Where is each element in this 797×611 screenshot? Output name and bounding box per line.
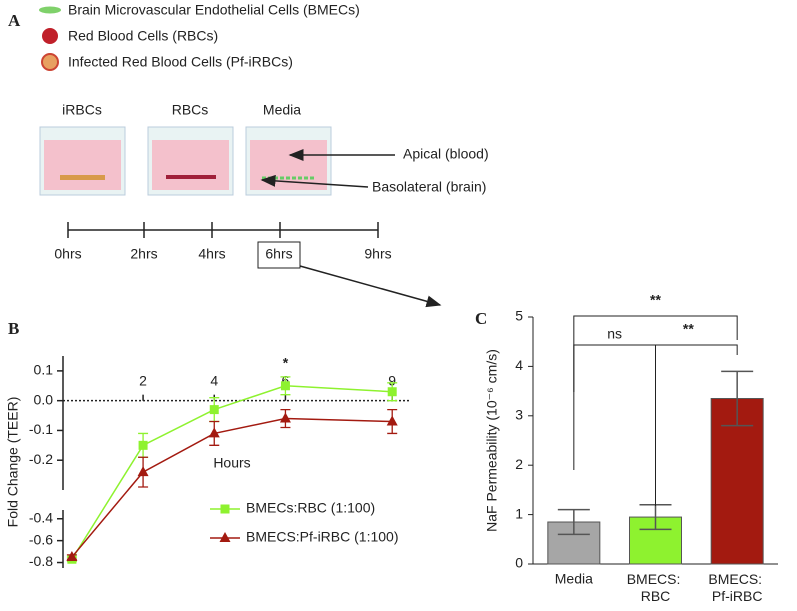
significance-bracket xyxy=(655,344,738,415)
timeline-label: 0hrs xyxy=(54,246,81,262)
y-axis-label: NaF Permeability (10⁻⁶ cm/s) xyxy=(484,349,500,532)
x-tick-label: BMECS: RBC xyxy=(627,571,685,604)
y-tick-label: 3 xyxy=(515,407,523,423)
timeline-label: 4hrs xyxy=(198,246,225,262)
well-label: RBCs xyxy=(172,102,209,118)
marker xyxy=(279,412,291,423)
timeline xyxy=(67,222,379,238)
marker xyxy=(138,440,148,450)
legend-text: Infected Red Blood Cells (Pf-iRBCs) xyxy=(68,54,293,70)
legend-text: Red Blood Cells (RBCs) xyxy=(68,28,218,44)
legend-label: BMECs:RBC (1:100) xyxy=(246,500,375,516)
y-tick-label: -0.8 xyxy=(29,553,53,569)
cells xyxy=(166,175,216,179)
y-tick-label: -0.4 xyxy=(29,509,53,525)
marker xyxy=(208,427,220,438)
marker xyxy=(66,551,78,562)
annotation: * xyxy=(283,355,289,371)
significance-label: ** xyxy=(650,292,661,308)
marker xyxy=(386,415,398,426)
marker xyxy=(209,405,219,415)
y-axis-label: Fold Change (TEER) xyxy=(5,397,21,528)
panel-letter: B xyxy=(8,319,19,338)
timeline-label: 9hrs xyxy=(364,246,391,262)
y-tick-label: -0.6 xyxy=(29,531,53,547)
error-bar xyxy=(557,508,590,536)
well-label: Media xyxy=(263,102,301,118)
x-tick-label: 2 xyxy=(139,372,147,388)
significance-label: ns xyxy=(607,326,622,342)
y-tick-label: -0.2 xyxy=(29,451,53,467)
y-tick-label: 0.0 xyxy=(34,391,54,407)
arrow xyxy=(260,174,369,188)
legend-label: BMECS:Pf-iRBC (1:100) xyxy=(246,529,398,545)
marker xyxy=(387,387,397,397)
legend-text: Brain Microvascular Endothelial Cells (B… xyxy=(68,2,360,18)
media xyxy=(152,140,229,190)
y-tick-label: -0.1 xyxy=(29,421,53,437)
x-tick-label: 4 xyxy=(210,372,218,388)
rbc-icon xyxy=(42,28,58,44)
panel-letter: A xyxy=(8,11,21,30)
y-tick-label: 5 xyxy=(515,308,523,324)
x-tick-label: Media xyxy=(555,571,593,587)
highlight-box xyxy=(257,241,301,269)
y-tick-label: 4 xyxy=(515,357,523,373)
y-tick-label: 1 xyxy=(515,505,523,521)
legend-marker xyxy=(219,532,231,542)
y-tick-label: 0.1 xyxy=(34,362,54,378)
x-tick-label: BMECS: Pf-iRBC xyxy=(708,571,766,604)
significance-bracket xyxy=(573,344,656,506)
well-label: iRBCs xyxy=(62,102,102,118)
marker xyxy=(280,381,290,391)
marker xyxy=(137,466,149,477)
wells xyxy=(39,126,332,196)
y-tick-label: 2 xyxy=(515,456,523,472)
timeline-label: 6hrs xyxy=(265,246,292,262)
y-tick-label: 0 xyxy=(515,555,523,571)
media xyxy=(44,140,121,190)
panel-letter: C xyxy=(475,309,487,328)
compartment-label: Apical (blood) xyxy=(403,146,489,162)
x-axis-label: Hours xyxy=(213,455,250,471)
x-tick-label: 9 xyxy=(388,372,396,388)
arrow xyxy=(299,265,442,308)
cells xyxy=(60,175,105,180)
timeline-label: 2hrs xyxy=(130,246,157,262)
legend-marker xyxy=(220,504,230,514)
bmec-icon xyxy=(39,6,61,14)
significance-label: ** xyxy=(683,321,694,337)
error-bar xyxy=(721,370,754,427)
compartment-label: Basolateral (brain) xyxy=(372,179,486,195)
irbc-icon xyxy=(41,53,59,71)
